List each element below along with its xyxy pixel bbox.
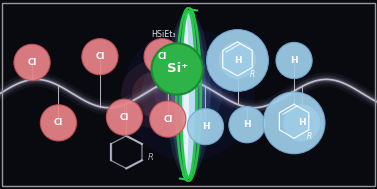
Text: Cl: Cl	[28, 58, 37, 67]
Ellipse shape	[152, 43, 203, 95]
Ellipse shape	[263, 92, 325, 154]
Text: Si⁺: Si⁺	[167, 63, 188, 75]
Ellipse shape	[183, 18, 189, 171]
Ellipse shape	[150, 101, 186, 137]
Text: Cl: Cl	[54, 118, 63, 127]
Text: R: R	[307, 132, 312, 141]
Text: H: H	[202, 122, 209, 131]
Ellipse shape	[181, 11, 196, 178]
Ellipse shape	[121, 60, 188, 129]
Ellipse shape	[14, 44, 50, 81]
Ellipse shape	[171, 11, 206, 178]
Ellipse shape	[144, 39, 180, 75]
Text: Cl: Cl	[158, 52, 167, 61]
Ellipse shape	[219, 42, 256, 79]
Text: R: R	[148, 153, 154, 162]
Text: Cl: Cl	[95, 52, 104, 61]
Ellipse shape	[229, 107, 265, 143]
Text: HSiEt₃: HSiEt₃	[152, 30, 176, 40]
Ellipse shape	[106, 99, 143, 135]
Ellipse shape	[123, 29, 254, 160]
Text: R: R	[250, 70, 256, 79]
Ellipse shape	[207, 29, 268, 91]
Text: H: H	[298, 118, 305, 127]
Ellipse shape	[284, 105, 320, 141]
Ellipse shape	[176, 11, 201, 178]
Ellipse shape	[187, 108, 224, 145]
Ellipse shape	[40, 105, 77, 141]
Ellipse shape	[141, 47, 236, 142]
Ellipse shape	[166, 11, 211, 178]
Text: H: H	[290, 56, 298, 65]
Text: H: H	[234, 56, 241, 65]
Ellipse shape	[82, 39, 118, 75]
Text: Cl: Cl	[163, 115, 172, 124]
Text: H: H	[243, 120, 251, 129]
Ellipse shape	[276, 42, 312, 79]
Ellipse shape	[166, 72, 211, 117]
Text: Cl: Cl	[120, 113, 129, 122]
Ellipse shape	[155, 60, 222, 129]
Ellipse shape	[132, 72, 177, 117]
